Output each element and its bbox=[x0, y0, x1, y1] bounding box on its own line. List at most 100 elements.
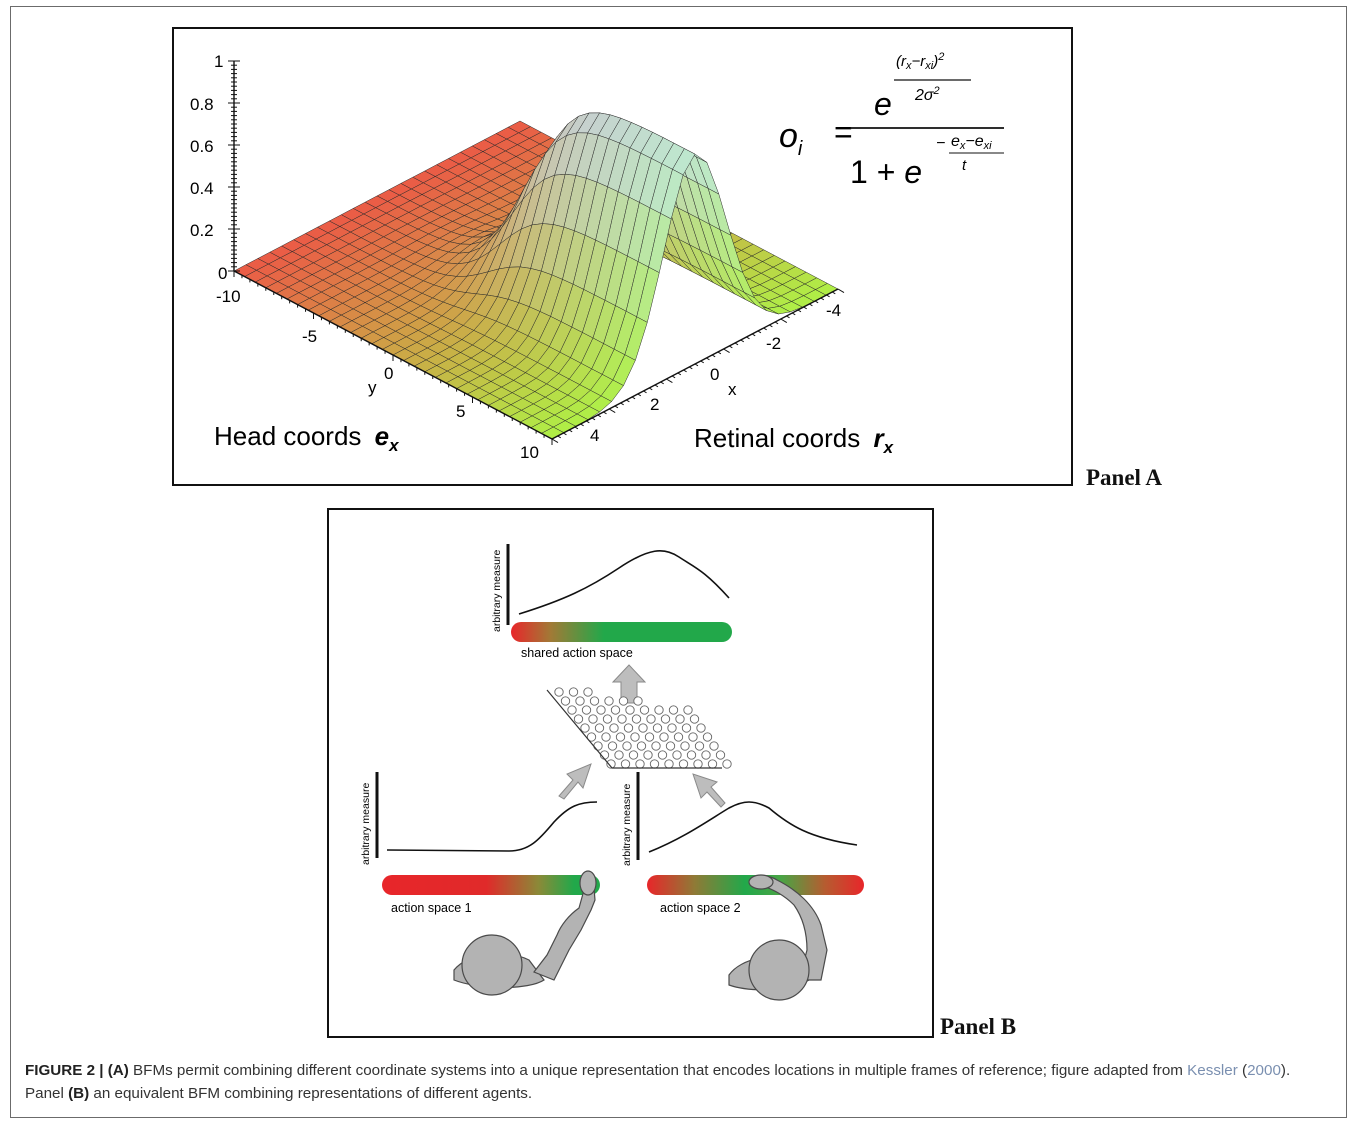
x-tick-mark bbox=[568, 429, 573, 433]
arrow-right-icon bbox=[692, 773, 726, 808]
grid-dot bbox=[675, 714, 685, 724]
grid-dot bbox=[673, 732, 684, 742]
z-tick-0.4: 0.4 bbox=[190, 179, 214, 198]
grid-dot bbox=[633, 696, 643, 706]
grid-dot bbox=[707, 759, 718, 769]
grid-dot bbox=[646, 714, 656, 724]
grid-dot bbox=[614, 750, 624, 760]
top-curve bbox=[518, 550, 730, 615]
x-tick-mark bbox=[694, 363, 699, 367]
x-tick-4: 4 bbox=[590, 426, 599, 445]
numerator-base: e bbox=[874, 86, 892, 122]
grid-dot bbox=[560, 696, 571, 706]
grid-dot bbox=[693, 759, 703, 769]
grid-dot bbox=[660, 714, 671, 724]
x-tick-mark bbox=[837, 288, 845, 294]
x-tick-mark bbox=[586, 420, 590, 424]
y-tick-10: 10 bbox=[520, 443, 539, 462]
top-ylabel: arbitrary measure bbox=[491, 550, 503, 632]
x-tick-mark bbox=[746, 336, 750, 340]
x-axis-letter: x bbox=[728, 380, 737, 399]
panel-b: arbitrary measure shared action space ar… bbox=[327, 508, 934, 1038]
grid-dot bbox=[609, 723, 619, 733]
grid-dot bbox=[581, 705, 592, 715]
z-tick-1: 1 bbox=[214, 52, 223, 71]
grid-dot bbox=[651, 741, 661, 751]
grid-dot bbox=[586, 732, 597, 742]
y-tick-neg10: -10 bbox=[216, 287, 241, 306]
grid-dot bbox=[583, 687, 593, 697]
x-tick-mark bbox=[597, 414, 602, 418]
figure-caption: FIGURE 2 | (A) BFMs permit combining dif… bbox=[25, 1059, 1330, 1105]
right-ylabel: arbitrary measure bbox=[621, 784, 633, 866]
top-bar-label: shared action space bbox=[521, 646, 633, 660]
x-tick-neg4: -4 bbox=[826, 301, 841, 320]
caption-b-mark: (B) bbox=[68, 1085, 90, 1102]
caption-a-mark: (A) bbox=[107, 1062, 129, 1079]
surface-plot: 1 0.8 0.6 0.4 0.2 0 -10 -5 0 y 5 10 -4 -… bbox=[190, 51, 1004, 462]
formula-equals: = bbox=[834, 114, 853, 150]
x-tick-mark bbox=[683, 369, 687, 373]
figure-frame bbox=[10, 6, 1347, 1118]
caption-text-2: ). Panel bbox=[25, 1062, 1291, 1102]
grid-dot bbox=[625, 705, 635, 715]
x-tick-mark bbox=[574, 426, 579, 430]
caption-figure-number: FIGURE 2 | bbox=[25, 1062, 108, 1079]
x-tick-0: 0 bbox=[710, 365, 719, 384]
right-bar-label: action space 2 bbox=[660, 901, 741, 915]
x-tick-mark bbox=[551, 438, 559, 444]
x-tick-mark bbox=[637, 393, 642, 397]
grid-dot bbox=[701, 750, 711, 760]
panel-b-label: Panel B bbox=[940, 1014, 1017, 1039]
z-tick-0.2: 0.2 bbox=[190, 221, 214, 240]
agent-1 bbox=[453, 870, 597, 996]
head-coords-label: Head coords ex bbox=[214, 421, 400, 455]
x-tick-mark bbox=[700, 360, 704, 364]
x-tick-mark bbox=[774, 321, 779, 325]
x-tick-mark bbox=[666, 378, 673, 384]
action-space-schematic: arbitrary measure shared action space ar… bbox=[360, 544, 864, 1001]
grid-dot bbox=[596, 705, 606, 715]
x-tick-2: 2 bbox=[650, 395, 659, 414]
grid-dot bbox=[607, 741, 618, 751]
panel-a: 1 0.8 0.6 0.4 0.2 0 -10 -5 0 y 5 10 -4 -… bbox=[172, 27, 1073, 486]
grid-dot bbox=[644, 732, 655, 742]
gaussian-sigmoid-surface bbox=[233, 112, 839, 440]
caption-text-3: an equivalent BFM combining representati… bbox=[89, 1085, 533, 1102]
x-tick-mark bbox=[723, 348, 730, 354]
grid-dot bbox=[659, 732, 669, 742]
x-tick-mark bbox=[563, 432, 567, 436]
x-tick-mark bbox=[809, 303, 813, 307]
formula-lhs: oi bbox=[779, 117, 803, 160]
grid-dot bbox=[580, 723, 590, 733]
grid-dot bbox=[630, 732, 640, 742]
y-tick-5: 5 bbox=[456, 402, 465, 421]
grid-dot bbox=[722, 759, 732, 769]
citation-year-link[interactable]: 2000 bbox=[1247, 1062, 1281, 1079]
x-tick-mark bbox=[603, 411, 607, 415]
grid-dot bbox=[649, 759, 660, 769]
grid-dot bbox=[606, 759, 616, 769]
grid-dot bbox=[654, 705, 664, 715]
left-bar-label: action space 1 bbox=[391, 901, 472, 915]
grid-dot bbox=[702, 732, 713, 742]
tick-marks bbox=[228, 60, 845, 445]
grid-dot bbox=[688, 732, 698, 742]
numerator-exp-top: (rx−rxi)2 bbox=[896, 51, 944, 72]
grid-dot bbox=[681, 723, 692, 733]
citation-author-link[interactable]: Kessler bbox=[1187, 1062, 1238, 1079]
x-tick-mark bbox=[757, 330, 762, 334]
grid-dot bbox=[628, 750, 639, 760]
grid-dot bbox=[602, 714, 613, 724]
grid-dot bbox=[622, 741, 632, 751]
left-curve bbox=[386, 801, 598, 852]
x-tick-mark bbox=[671, 375, 676, 379]
agent-1-head bbox=[461, 934, 523, 996]
grid-dot bbox=[680, 741, 690, 751]
grid-dot bbox=[667, 723, 677, 733]
grid-dot bbox=[694, 741, 705, 751]
x-tick-mark bbox=[786, 315, 790, 319]
denominator-exp-bottom: t bbox=[962, 157, 967, 174]
x-tick-mark bbox=[803, 306, 807, 310]
numerator-exp-bottom: 2σ2 bbox=[914, 85, 940, 104]
